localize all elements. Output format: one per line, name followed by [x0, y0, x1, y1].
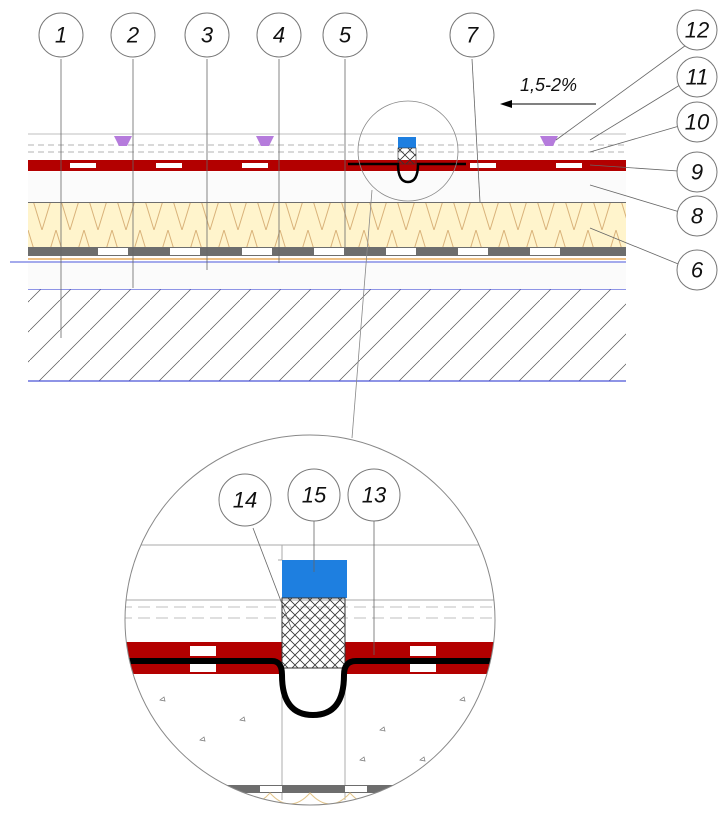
svg-text:12: 12	[685, 18, 709, 43]
svg-text:15: 15	[302, 483, 327, 508]
concrete-slab	[28, 289, 626, 381]
svg-text:9: 9	[691, 160, 703, 185]
membrane-red	[28, 160, 626, 171]
svg-text:10: 10	[685, 110, 710, 135]
detail-view: 14 15 13	[124, 434, 496, 806]
membrane-gaps	[70, 163, 582, 168]
svg-text:5: 5	[339, 23, 352, 48]
magnifier-circle	[357, 100, 459, 202]
svg-text:3: 3	[201, 23, 214, 48]
wedge-2	[256, 136, 274, 146]
detail-callout-13: 13	[347, 468, 401, 522]
slope-arrow: 1,5-2%	[500, 75, 596, 108]
svg-text:11: 11	[686, 65, 709, 90]
slope-label: 1,5-2%	[520, 75, 577, 95]
screed-layer	[28, 172, 626, 202]
magnifier-leader	[351, 189, 373, 439]
wedge-3	[540, 136, 558, 146]
svg-text:1: 1	[55, 23, 67, 48]
main-section	[10, 100, 626, 439]
callout-10: 10	[676, 101, 718, 143]
grey-layer-lower-gaps	[98, 248, 560, 255]
svg-text:8: 8	[691, 204, 704, 229]
callout-3: 3	[184, 12, 230, 58]
leader-lines	[60, 39, 694, 338]
callout-8: 8	[676, 195, 718, 237]
insulation-zigzag	[28, 202, 626, 247]
svg-text:6: 6	[691, 258, 704, 283]
callout-6: 6	[676, 249, 718, 291]
callout-1: 1	[38, 12, 84, 58]
backer-crosshatch	[281, 597, 346, 669]
detail-callout-14: 14	[218, 473, 272, 527]
callout-7: 7	[449, 12, 495, 58]
callout-5: 5	[322, 12, 368, 58]
svg-text:4: 4	[273, 23, 285, 48]
svg-text:2: 2	[126, 23, 139, 48]
svg-text:14: 14	[233, 488, 257, 513]
detail-circle-border	[124, 434, 496, 806]
callout-11: 11	[676, 56, 718, 98]
svg-text:7: 7	[466, 23, 479, 48]
callout-2: 2	[110, 12, 156, 58]
sealant-blue	[282, 560, 347, 598]
callout-12: 12	[676, 9, 718, 51]
detail-grey-layer	[205, 785, 417, 793]
joint-main	[348, 137, 466, 184]
compensator-profile	[125, 658, 495, 719]
callout-9: 9	[676, 151, 718, 193]
wedge-1	[114, 136, 132, 146]
leveling-screed	[28, 263, 626, 289]
callout-4: 4	[256, 12, 302, 58]
svg-text:13: 13	[362, 483, 387, 508]
detail-callout-15: 15	[287, 468, 341, 522]
